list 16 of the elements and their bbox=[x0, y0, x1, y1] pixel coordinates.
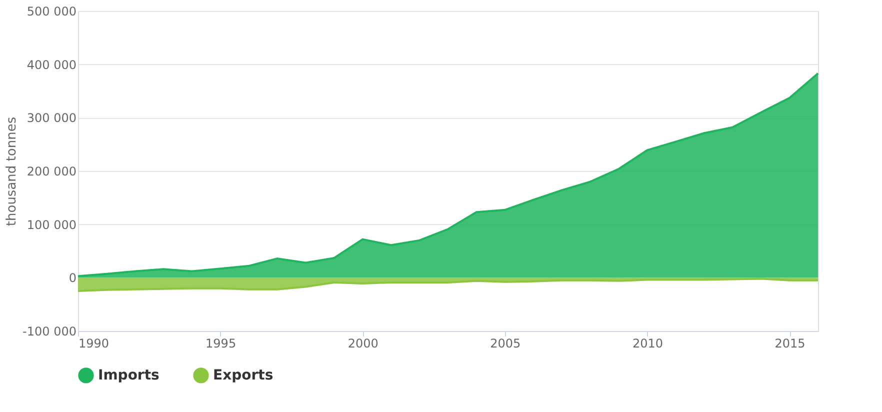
y-tick-label: 400 000 bbox=[26, 58, 76, 72]
x-tick-label: 2015 bbox=[774, 336, 806, 350]
y-tick-label: 0 bbox=[68, 271, 76, 286]
y-axis-title: thousand tonnes bbox=[4, 116, 20, 226]
legend-label: Imports bbox=[98, 367, 160, 384]
x-tick-label: 2005 bbox=[490, 336, 521, 350]
y-tick-label: 500 000 bbox=[26, 4, 76, 18]
y-tick-label: 100 000 bbox=[26, 218, 76, 232]
legend-label: Exports bbox=[213, 367, 274, 384]
x-tick-label: 2000 bbox=[348, 336, 378, 350]
y-tick-label: 200 000 bbox=[26, 164, 76, 178]
y-tick-label: 300 000 bbox=[26, 111, 76, 126]
x-tick-label: 2010 bbox=[632, 336, 664, 350]
x-tick-label: 1995 bbox=[206, 336, 236, 350]
y-tick-label: -100 000 bbox=[22, 324, 76, 338]
x-tick-label: 1990 bbox=[78, 336, 110, 350]
